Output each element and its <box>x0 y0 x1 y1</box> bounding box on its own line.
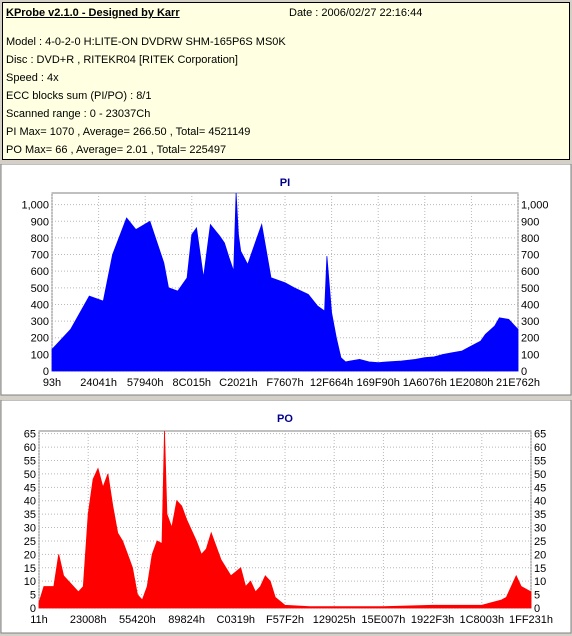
pi-y-tick-left: 700 <box>31 250 49 262</box>
disc-line: Disc : DVD+R , RITEKR04 [RITEK Corporati… <box>6 54 238 66</box>
pi-x-tick-label: 169F90h <box>356 377 399 389</box>
po-y-tick-right: 60 <box>534 442 546 454</box>
pi-x-tick-label: 8C015h <box>173 377 212 389</box>
po-y-tick-left: 25 <box>24 536 36 548</box>
ecc-line: ECC blocks sum (PI/PO) : 8/1 <box>6 90 152 102</box>
po-y-tick-left: 55 <box>24 456 36 468</box>
po-x-tick-label: 1922F3h <box>411 614 454 626</box>
po-y-tick-right: 20 <box>534 549 546 561</box>
po-y-tick-right: 65 <box>534 429 546 441</box>
pi-y-tick-right: 900 <box>521 216 539 228</box>
po-series-area <box>38 430 532 609</box>
pi-x-tick-label: 57940h <box>127 377 164 389</box>
pi-y-tick-right: 300 <box>521 316 539 328</box>
pi-x-tick-label: F7607h <box>266 377 303 389</box>
pi-y-tick-left: 500 <box>31 283 49 295</box>
po-y-tick-right: 40 <box>534 496 546 508</box>
pi-chart: PI 0 0 100 100 200 200 300 300 400 400 500 500 600 600… <box>0 164 572 396</box>
pi-y-tick-right: 100 <box>521 349 539 361</box>
po-y-tick-right: 25 <box>534 536 546 548</box>
po-y-tick-right: 55 <box>534 456 546 468</box>
po-x-tick-label: 55420h <box>119 614 156 626</box>
pi-y-tick-right: 200 <box>521 333 539 345</box>
po-x-tick-label: 15E007h <box>361 614 405 626</box>
po-y-tick-left: 15 <box>24 563 36 575</box>
pi-series-area <box>51 192 519 372</box>
pi-y-tick-left: 100 <box>31 349 49 361</box>
pi-y-tick-left: 400 <box>31 299 49 311</box>
pi-x-tick-label: 1E2080h <box>449 377 493 389</box>
po-y-tick-left: 20 <box>24 549 36 561</box>
pi-y-tick-right: 400 <box>521 299 539 311</box>
speed-line: Speed : 4x <box>6 72 59 84</box>
pi-y-tick-right: 1,000 <box>521 200 549 212</box>
po-y-tick-left: 40 <box>24 496 36 508</box>
pi-x-tick-label: 1A6076h <box>403 377 447 389</box>
po-y-tick-left: 0 <box>30 603 36 615</box>
pi-y-tick-left: 800 <box>31 233 49 245</box>
app-title: KProbe v2.1.0 - Designed by Karr <box>6 7 180 19</box>
po-summary-line: PO Max= 66 , Average= 2.01 , Total= 2254… <box>6 144 227 156</box>
po-y-tick-right: 15 <box>534 563 546 575</box>
model-line: Model : 4-0-2-0 H:LITE-ON DVDRW SHM-165P… <box>6 36 286 48</box>
range-line: Scanned range : 0 - 23037Ch <box>6 108 151 120</box>
po-y-tick-right: 35 <box>534 509 546 521</box>
info-panel: KProbe v2.1.0 - Designed by Karr Date : … <box>2 2 570 160</box>
pi-x-tick-label: 24041h <box>80 377 117 389</box>
po-x-tick-label: 23008h <box>70 614 107 626</box>
po-chart-title: PO <box>277 413 293 425</box>
po-x-tick-label: 11h <box>30 614 48 626</box>
pi-x-tick-label: 93h <box>43 377 61 389</box>
po-y-tick-left: 50 <box>24 469 36 481</box>
pi-chart-title: PI <box>280 177 290 189</box>
po-y-tick-right: 5 <box>534 590 540 602</box>
po-x-tick-label: 129025h <box>313 614 356 626</box>
po-y-tick-left: 35 <box>24 509 36 521</box>
po-y-tick-right: 30 <box>534 523 546 535</box>
pi-y-tick-left: 200 <box>31 333 49 345</box>
po-y-tick-left: 30 <box>24 523 36 535</box>
scan-date: Date : 2006/02/27 22:16:44 <box>289 7 423 19</box>
po-x-tick-label: C0319h <box>217 614 256 626</box>
po-x-tick-label: 1FF231h <box>509 614 553 626</box>
po-y-tick-left: 10 <box>24 576 36 588</box>
pi-y-tick-left: 0 <box>43 366 49 378</box>
po-y-tick-left: 5 <box>30 590 36 602</box>
pi-y-tick-left: 1,000 <box>21 200 49 212</box>
pi-y-tick-right: 800 <box>521 233 539 245</box>
pi-x-tick-label: 12F664h <box>310 377 353 389</box>
po-y-tick-right: 10 <box>534 576 546 588</box>
pi-x-tick-label: 21E762h <box>496 377 540 389</box>
pi-y-tick-left: 300 <box>31 316 49 328</box>
po-y-tick-right: 50 <box>534 469 546 481</box>
pi-y-tick-right: 0 <box>521 366 527 378</box>
po-x-tick-label: 89824h <box>168 614 205 626</box>
pi-y-tick-right: 500 <box>521 283 539 295</box>
po-y-tick-left: 65 <box>24 429 36 441</box>
po-x-tick-label: 1C8003h <box>459 614 504 626</box>
po-y-tick-left: 60 <box>24 442 36 454</box>
po-y-tick-right: 45 <box>534 482 546 494</box>
po-y-tick-right: 0 <box>534 603 540 615</box>
pi-y-tick-right: 700 <box>521 250 539 262</box>
pi-y-tick-right: 600 <box>521 266 539 278</box>
pi-y-tick-left: 600 <box>31 266 49 278</box>
pi-summary-line: PI Max= 1070 , Average= 266.50 , Total= … <box>6 126 251 138</box>
po-x-tick-label: F57F2h <box>266 614 304 626</box>
pi-y-tick-left: 900 <box>31 216 49 228</box>
po-y-tick-left: 45 <box>24 482 36 494</box>
pi-x-tick-label: C2021h <box>219 377 258 389</box>
